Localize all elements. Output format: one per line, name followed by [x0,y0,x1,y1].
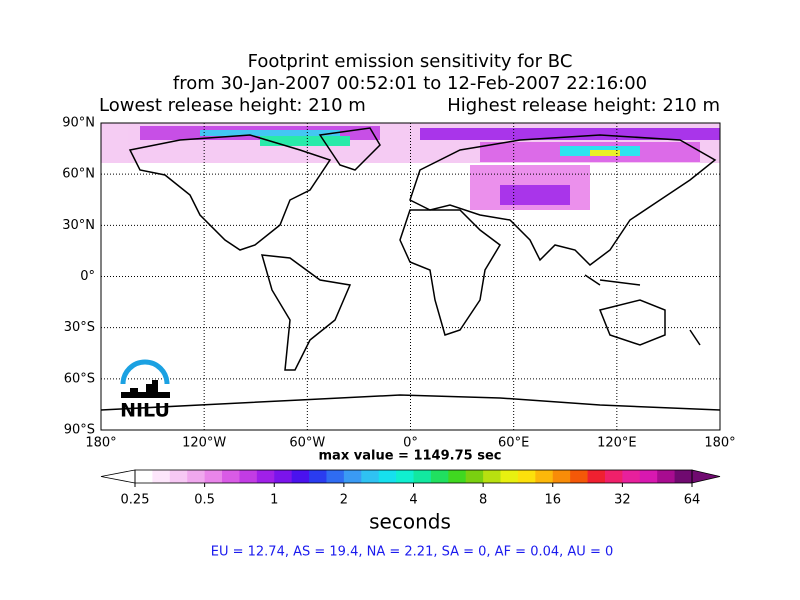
land [260,254,352,371]
colorbar-segment [657,470,676,483]
colorbar-segment [535,470,554,483]
colorbar-segment [378,470,397,483]
field [260,136,350,146]
colorbar-segment [309,470,327,483]
colorbar-segment [239,470,258,483]
colorbar-segment [291,470,310,483]
colorbar-tick-label: 16 [544,493,561,508]
colorbar-segment [396,470,414,483]
colorbar-tick-label: 64 [684,493,701,508]
land [409,134,717,266]
colorbar-segment [204,470,223,483]
colorbar-tick-label: 1 [270,493,278,508]
colorbar-segment [326,470,345,483]
colorbar-segment [361,470,380,483]
title-line: from 30-Jan-2007 00:52:01 to 12-Feb-2007… [173,73,647,94]
lon-label: 120°W [182,436,226,451]
colorbar-segment [465,470,484,483]
colorbar-tick-label: 0.5 [194,493,215,508]
colorbar-tick-label: 4 [409,493,417,508]
colorbar-segment [135,470,153,483]
colorbar-segment [448,470,467,483]
lat-label: 90°N [62,116,95,131]
colorbar-tick-label: 0.25 [121,493,150,508]
lat-label: 60°S [64,371,95,386]
colorbar-label: seconds [369,510,451,534]
colorbar: 0.25 0.5 1 2 4 8 16 32 64 [100,469,721,508]
field [590,150,620,156]
colorbar-segment [256,470,275,483]
colorbar-segment [570,470,589,483]
colorbar-segment [430,470,449,483]
land [128,134,332,251]
colorbar-tick-label: 32 [614,493,631,508]
land [598,299,666,346]
highest-height: Highest release height: 210 m [447,95,720,116]
colorbar-segment [674,470,693,483]
lat-label: 60°N [62,167,95,182]
lon-label: 60°W [289,436,325,451]
colorbar-segment [483,470,502,483]
lon-label: 180° [704,436,735,451]
colorbar-segment [187,470,206,483]
logo: NILU [120,359,170,422]
colorbar-segment [500,470,519,483]
map: NILU [100,122,721,431]
colorbar-segment [222,470,240,483]
logo-arc [120,359,170,385]
coastlines [100,127,721,411]
lon-label: 0° [403,436,418,451]
colorbar-segment [274,470,293,483]
colorbar-segment [169,470,188,483]
colorbar-segment [517,470,536,483]
field [500,185,570,205]
colorbar-segment [587,470,606,483]
lat-label: 0° [80,269,95,284]
max-value: max value = 1149.75 sec [319,449,502,464]
colorbar-segment [552,470,571,483]
land [100,394,721,411]
logo-skyline [121,380,170,398]
lat-label: 30°N [62,218,95,233]
logo-text: NILU [120,400,170,422]
footer: EU = 12.74, AS = 19.4, NA = 2.21, SA = 0… [211,545,614,560]
colorbar-tick-label: 2 [340,493,348,508]
colorbar-segment [639,470,658,483]
colorbar-segment [604,470,623,483]
colorbar-segment [622,470,641,483]
lat-label: 30°S [64,320,95,335]
lon-label: 180° [85,436,116,451]
colorbar-segment [152,470,171,483]
colorbar-tick-label: 8 [479,493,487,508]
lon-label: 60°E [498,436,529,451]
lon-label: 120°E [597,436,637,451]
title-line: Footprint emission sensitivity for BC [248,51,573,72]
land [318,127,381,171]
lowest-height: Lowest release height: 210 m [99,95,366,116]
colorbar-segment [413,470,432,483]
colorbar-segment [343,470,362,483]
field [420,128,720,140]
field [200,130,340,136]
lat-label: 90°S [64,423,95,438]
map-frame [100,122,721,431]
